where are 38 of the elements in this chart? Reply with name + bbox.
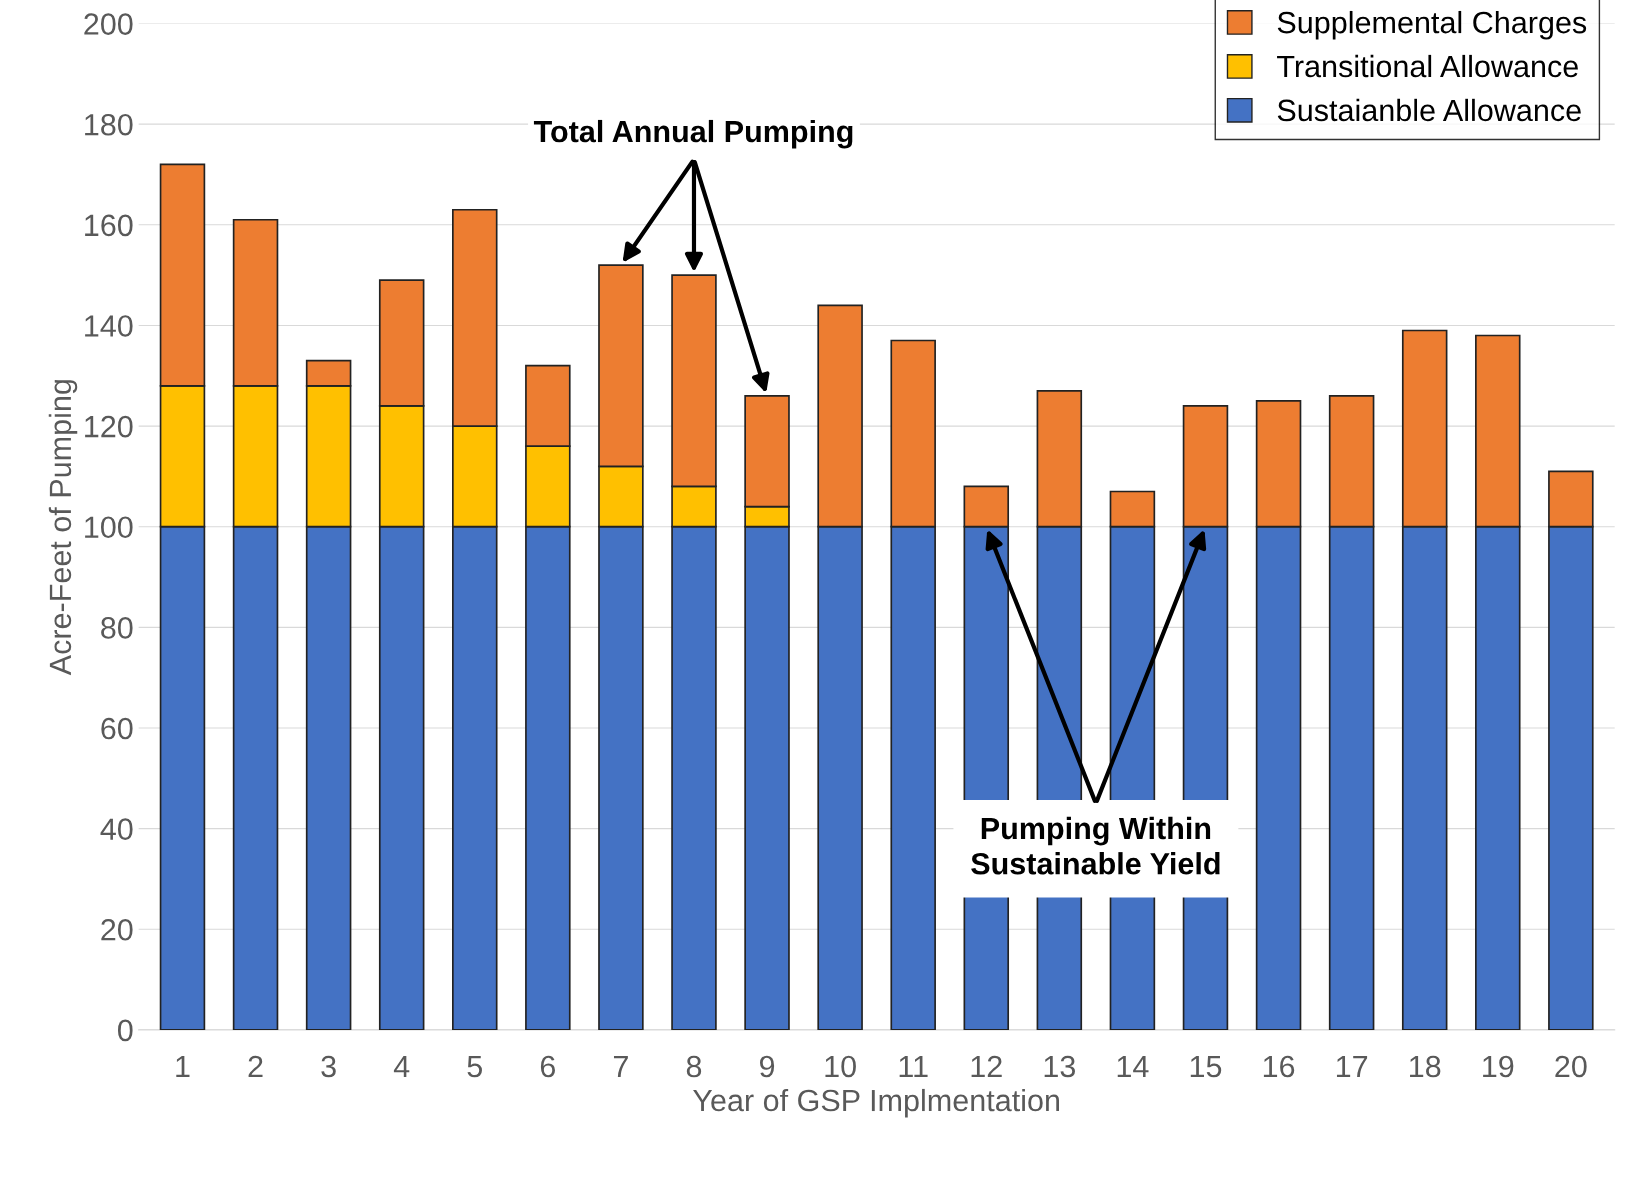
y-tick-label: 20 — [101, 918, 133, 941]
y-tick-label: 60 — [101, 717, 133, 740]
x-tick-label: 13 — [1044, 1055, 1075, 1078]
x-tick-label: 11 — [899, 1056, 928, 1078]
x-tick-label: 17 — [1336, 1056, 1368, 1078]
x-tick-label: 5 — [467, 1056, 482, 1078]
x-axis-title: Year of GSP Implmentation — [693, 1088, 1059, 1118]
annotation: Pumping Within Sustainable Yield — [971, 816, 1220, 875]
y-tick-label: 80 — [101, 617, 133, 639]
y-tick-label: 120 — [85, 415, 133, 438]
legend-label: Sustaianble Allowance — [1277, 98, 1581, 122]
x-tick-label: 14 — [1117, 1056, 1149, 1078]
annotation: Total Annual Pumping — [533, 119, 853, 149]
x-tick-label: 2 — [248, 1055, 263, 1078]
x-tick-label: 16 — [1263, 1055, 1295, 1078]
x-tick-label: 9 — [759, 1055, 775, 1078]
y-tick-label: 0 — [117, 1019, 133, 1042]
x-tick-label: 8 — [686, 1055, 702, 1078]
y-tick-label: 100 — [85, 516, 133, 539]
x-tick-label: 12 — [971, 1055, 1002, 1078]
x-tick-label: 3 — [321, 1055, 336, 1078]
x-tick-label: 20 — [1555, 1055, 1587, 1078]
x-tick-label: 6 — [540, 1055, 555, 1078]
legend-label: Supplemental Charges — [1277, 10, 1587, 40]
x-tick-label: 15 — [1190, 1056, 1222, 1078]
x-tick-label: 7 — [613, 1056, 628, 1078]
x-tick-label: 10 — [825, 1055, 856, 1078]
x-tick-label: 18 — [1410, 1055, 1441, 1078]
x-tick-label: 1 — [176, 1056, 190, 1078]
y-axis-title: Acre-Feet of Pumping — [48, 380, 78, 676]
y-tick-label: 200 — [84, 13, 133, 35]
y-tick-label: 180 — [85, 113, 133, 136]
y-tick-label: 140 — [85, 315, 133, 337]
x-tick-label: 4 — [393, 1056, 410, 1078]
y-tick-label: 40 — [100, 818, 133, 840]
legend-label: Transitional Allowance — [1277, 54, 1578, 78]
x-tick-label: 19 — [1483, 1055, 1514, 1078]
y-tick-label: 160 — [85, 214, 133, 237]
